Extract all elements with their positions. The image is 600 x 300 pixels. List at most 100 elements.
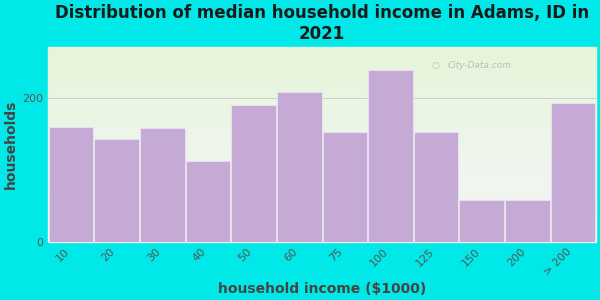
Bar — [49, 119, 596, 120]
Bar — [49, 53, 596, 54]
Bar — [49, 200, 596, 201]
Bar — [49, 191, 596, 192]
Bar — [49, 230, 596, 231]
Bar — [49, 208, 596, 209]
Bar — [49, 81, 596, 82]
Bar — [49, 69, 596, 70]
Bar — [49, 159, 596, 160]
Bar — [49, 228, 596, 229]
Bar — [49, 118, 596, 119]
Bar — [49, 126, 596, 127]
Bar — [49, 189, 596, 190]
Bar — [49, 61, 596, 62]
Bar — [49, 214, 596, 215]
Bar — [49, 213, 596, 214]
Bar — [49, 229, 596, 230]
Bar — [94, 140, 139, 242]
Bar — [49, 127, 596, 128]
Bar — [49, 49, 596, 50]
Bar — [49, 84, 596, 85]
Bar — [140, 128, 185, 242]
Bar — [49, 209, 596, 210]
Bar — [49, 169, 596, 170]
Bar — [49, 116, 596, 117]
Bar — [49, 227, 596, 228]
Bar — [49, 86, 596, 87]
Bar — [49, 201, 596, 202]
Bar — [49, 110, 596, 112]
Bar — [49, 146, 596, 148]
Bar — [49, 109, 596, 110]
Bar — [49, 125, 596, 126]
Bar — [49, 65, 596, 66]
Bar — [49, 122, 596, 123]
Bar — [49, 151, 596, 152]
Bar — [49, 205, 596, 206]
Bar — [49, 192, 596, 193]
Bar — [49, 150, 596, 151]
Bar — [49, 196, 596, 197]
Bar — [49, 54, 596, 55]
Bar — [185, 161, 230, 242]
Bar — [277, 92, 322, 242]
Bar — [49, 129, 596, 130]
Bar — [49, 144, 596, 145]
Bar — [231, 105, 276, 242]
Bar — [49, 185, 596, 186]
Bar — [49, 131, 596, 132]
Bar — [49, 222, 596, 223]
Bar — [49, 85, 596, 86]
Bar — [460, 200, 504, 242]
Bar — [49, 206, 596, 207]
Bar — [49, 211, 596, 212]
Bar — [49, 184, 596, 185]
Bar — [49, 241, 596, 242]
Bar — [49, 77, 596, 78]
Bar — [49, 92, 596, 93]
Bar — [49, 165, 596, 166]
Text: City-Data.com: City-Data.com — [448, 61, 512, 70]
Title: Distribution of median household income in Adams, ID in
2021: Distribution of median household income … — [55, 4, 589, 43]
Bar — [49, 170, 596, 171]
Bar — [49, 140, 596, 141]
Bar — [49, 52, 596, 53]
Bar — [49, 187, 596, 188]
Bar — [49, 166, 596, 167]
Bar — [49, 186, 596, 187]
Bar — [49, 207, 596, 208]
Bar — [49, 96, 596, 97]
Bar — [49, 232, 596, 233]
Bar — [49, 195, 596, 196]
Bar — [49, 219, 596, 220]
Bar — [49, 104, 596, 105]
Bar — [49, 179, 596, 181]
Bar — [49, 74, 596, 76]
Bar — [49, 134, 596, 135]
Bar — [49, 93, 596, 94]
Bar — [551, 103, 595, 242]
Bar — [49, 76, 596, 77]
Bar — [49, 102, 596, 103]
Bar — [49, 48, 596, 49]
Bar — [49, 64, 596, 65]
Bar — [49, 190, 596, 191]
Bar — [49, 178, 596, 179]
Bar — [49, 156, 596, 157]
Bar — [49, 193, 596, 194]
Bar — [49, 236, 596, 237]
Bar — [49, 224, 596, 225]
Bar — [49, 60, 596, 61]
Bar — [49, 87, 596, 88]
Bar — [49, 182, 596, 183]
Bar — [49, 164, 596, 165]
Bar — [49, 202, 596, 203]
Bar — [49, 142, 596, 144]
Bar — [49, 168, 596, 169]
Bar — [49, 95, 596, 96]
Bar — [49, 177, 596, 178]
Bar — [49, 145, 596, 146]
Bar — [49, 174, 596, 175]
Y-axis label: households: households — [4, 100, 18, 189]
Bar — [49, 163, 596, 164]
Bar — [49, 135, 596, 136]
